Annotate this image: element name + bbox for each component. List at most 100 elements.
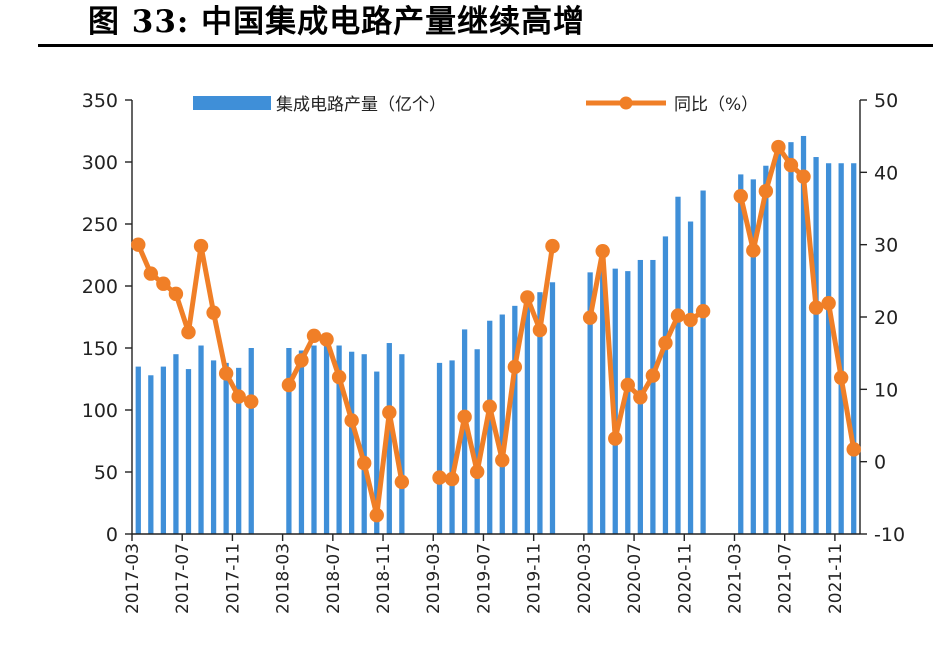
x-tick-label: 2021-03 xyxy=(725,543,745,614)
yoy-line-segment xyxy=(738,144,857,450)
bar-2017-09 xyxy=(210,360,217,534)
x-tick-label: 2018-07 xyxy=(324,543,344,614)
yoy-point-2020-11 xyxy=(683,312,698,328)
bar-2019-05 xyxy=(461,329,468,534)
yoy-point-2017-07 xyxy=(181,324,196,340)
yoy-point-2019-07 xyxy=(482,399,497,414)
yoy-point-2021-11 xyxy=(833,370,849,385)
bar-2021-08 xyxy=(800,135,807,534)
bar-2017-08 xyxy=(198,345,204,534)
yoy-point-2017-11 xyxy=(231,389,246,404)
left-tick-label: 300 xyxy=(82,152,118,174)
yoy-point-2018-11 xyxy=(382,405,397,420)
yoy-point-2017-08 xyxy=(193,238,209,254)
bar-2021-05 xyxy=(763,165,769,534)
yoy-point-2018-12 xyxy=(394,474,410,490)
yoy-point-2018-08 xyxy=(344,413,359,428)
yoy-point-2019-04 xyxy=(444,471,460,487)
yoy-point-2018-06 xyxy=(319,332,334,347)
yoy-point-2021-09 xyxy=(808,300,824,315)
right-tick-label: 40 xyxy=(874,162,898,184)
yoy-point-2020-07 xyxy=(633,390,648,405)
bars-layer xyxy=(135,135,857,535)
bar-2020-08 xyxy=(650,259,656,534)
bar-2020-11 xyxy=(687,221,694,534)
yoy-point-2021-12 xyxy=(846,442,861,457)
bar-2019-09 xyxy=(512,305,518,534)
yoy-point-2019-12 xyxy=(545,238,560,254)
bar-2020-10 xyxy=(675,196,681,534)
bar-2018-09 xyxy=(361,354,367,534)
left-tick-label: 0 xyxy=(106,524,118,546)
right-tick-label: 10 xyxy=(874,379,898,401)
right-tick-label: 50 xyxy=(874,90,898,112)
line-layer xyxy=(131,139,861,523)
bar-2018-04 xyxy=(298,350,305,534)
figure-title: 图 33: 中国集成电路产量继续高增 xyxy=(88,4,586,40)
left-tick-label: 50 xyxy=(94,462,118,484)
legend: 集成电路产量（亿个） 同比（%） xyxy=(193,95,758,115)
left-tick-label: 150 xyxy=(82,338,118,360)
bar-2019-04 xyxy=(449,360,455,534)
yoy-line-segment xyxy=(135,243,253,404)
yoy-point-2017-10 xyxy=(218,366,234,381)
legend-bar-swatch xyxy=(193,96,271,110)
yoy-point-2020-03 xyxy=(582,310,598,325)
x-tick-label: 2021-11 xyxy=(826,543,846,614)
yoy-point-2021-04 xyxy=(746,243,761,258)
bar-2020-06 xyxy=(625,271,631,534)
bar-2019-10 xyxy=(524,305,531,534)
title-rule xyxy=(38,44,933,47)
yoy-point-2018-05 xyxy=(306,328,322,344)
bar-2018-11 xyxy=(386,343,392,534)
x-tick-label: 2019-11 xyxy=(525,543,545,614)
bar-2019-06 xyxy=(474,349,480,534)
yoy-point-2019-03 xyxy=(432,470,447,485)
right-tick-label: 30 xyxy=(874,235,898,257)
yoy-point-2020-09 xyxy=(658,335,673,351)
x-tick-label: 2017-03 xyxy=(123,543,143,614)
yoy-point-2019-06 xyxy=(469,464,485,479)
legend-line-label: 同比（%） xyxy=(674,95,758,115)
x-tick-label: 2020-03 xyxy=(575,543,595,614)
bar-2019-11 xyxy=(537,292,543,534)
bar-2018-07 xyxy=(336,345,342,534)
yoy-line-segment xyxy=(286,333,405,518)
yoy-point-2017-05 xyxy=(156,276,171,291)
yoy-point-2021-03 xyxy=(733,189,748,204)
bar-2017-04 xyxy=(148,375,154,534)
yoy-point-2017-09 xyxy=(206,305,221,320)
yoy-point-2020-12 xyxy=(695,304,711,319)
bar-2021-09 xyxy=(813,157,819,535)
left-tick-label: 200 xyxy=(82,276,118,298)
bar-2017-03 xyxy=(135,366,141,534)
bar-2020-03 xyxy=(587,272,593,534)
bar-2021-03 xyxy=(738,174,744,534)
x-tick-label: 2018-03 xyxy=(274,543,294,614)
yoy-point-2020-04 xyxy=(595,243,610,259)
yoy-point-2019-11 xyxy=(532,322,548,338)
yoy-point-2020-05 xyxy=(608,431,623,446)
axes-layer: 0 50 100 150 200 250 300 350 -10 0 10 20 30 40 50 2017-… xyxy=(82,90,905,614)
yoy-point-2021-10 xyxy=(821,296,836,311)
bar-2020-04 xyxy=(600,251,606,534)
bar-2017-10 xyxy=(223,362,229,534)
yoy-point-2021-06 xyxy=(771,139,786,155)
yoy-line-segment xyxy=(587,248,705,442)
bar-2017-05 xyxy=(160,366,167,534)
x-tick-label: 2017-07 xyxy=(173,543,193,614)
bar-2021-10 xyxy=(825,163,832,535)
bar-2018-08 xyxy=(349,351,355,534)
yoy-point-2021-07 xyxy=(783,157,799,173)
yoy-point-2021-05 xyxy=(758,183,774,199)
left-tick-label: 350 xyxy=(82,90,118,112)
bar-2017-06 xyxy=(173,354,179,534)
legend-line-marker xyxy=(619,96,633,110)
yoy-point-2020-08 xyxy=(645,368,661,383)
yoy-point-2017-03 xyxy=(131,237,146,252)
bar-2021-04 xyxy=(750,179,756,535)
yoy-point-2017-04 xyxy=(143,266,159,281)
bar-2019-12 xyxy=(549,282,556,534)
bar-2021-11 xyxy=(838,163,844,535)
